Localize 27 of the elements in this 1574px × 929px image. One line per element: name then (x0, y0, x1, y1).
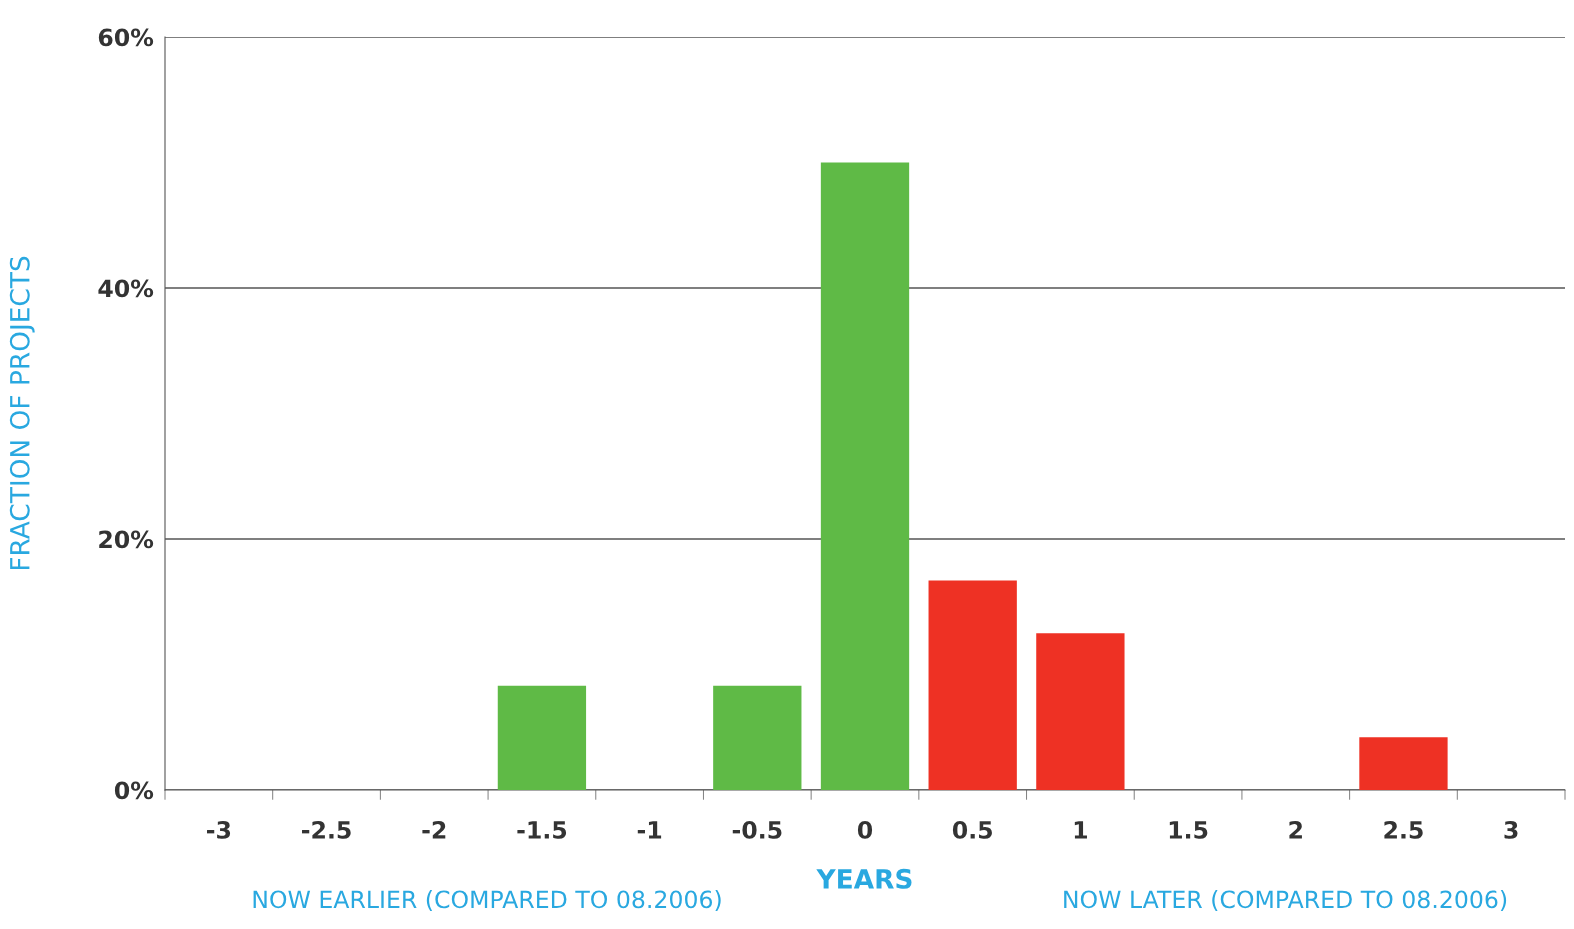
bar (1359, 737, 1448, 790)
x-tick-label: -1 (637, 821, 662, 839)
x-tick-label: -2 (422, 820, 446, 839)
y-tick-label: 20% (99, 530, 154, 549)
y-tick-label: 0% (114, 781, 154, 800)
text: NOW EARLIER (COMPARED TO 08.2006) (253, 890, 721, 912)
x-tick-label: 2.5 (1384, 820, 1423, 839)
bar (820, 162, 910, 790)
x-tick-label: 3 (1504, 820, 1518, 839)
y-axis-title: FRACTION OF PROJECTS (9, 256, 35, 570)
x-tick-label: -0.5 (732, 820, 782, 839)
x-tick-label: 0.5 (952, 820, 992, 839)
x-tick-label: 1.5 (1169, 821, 1208, 839)
text: NOW LATER (COMPARED TO 08.2006) (1064, 890, 1507, 912)
x-tick-label: 0 (857, 820, 873, 839)
x-tick-label: 1 (1074, 821, 1087, 839)
y-tick-label: 40% (98, 279, 154, 298)
x-tick-label: -1.5 (517, 821, 567, 839)
x-axis-title: YEARS (816, 868, 912, 889)
bar (1036, 633, 1125, 790)
x-tick-label: -3 (207, 820, 231, 839)
bar (497, 685, 587, 790)
bar (713, 685, 802, 790)
x-tick-label: -2.5 (302, 820, 351, 839)
bar (928, 580, 1017, 790)
y-tick-label: 60% (98, 28, 154, 47)
x-tick-label: 2 (1289, 820, 1302, 839)
